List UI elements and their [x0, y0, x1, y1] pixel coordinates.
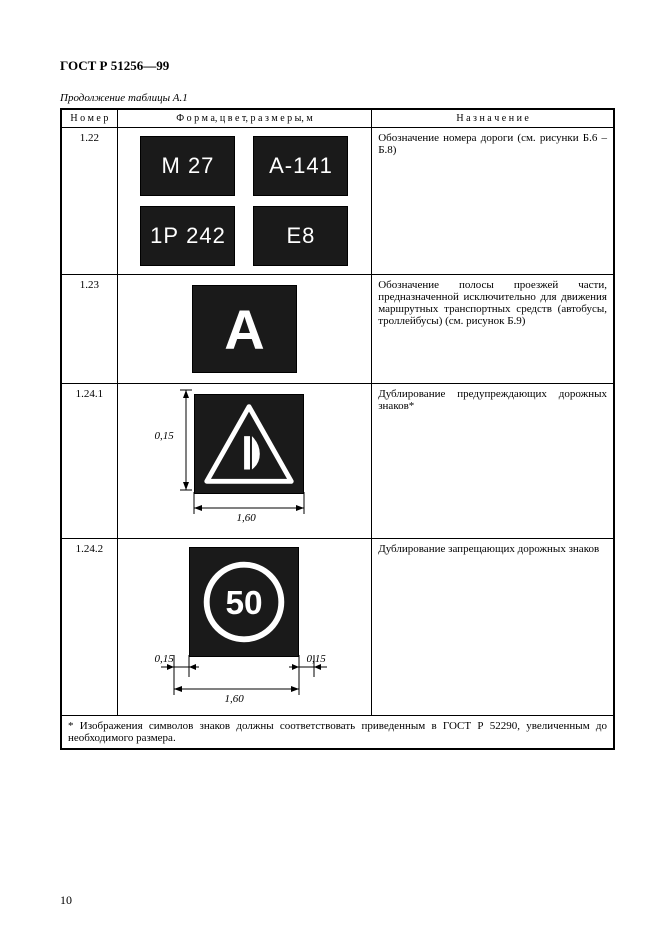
col-header-shape: Ф о р м а, ц в е т, р а з м е р ы, м [117, 110, 371, 128]
doc-header: ГОСТ Р 51256—99 [60, 58, 621, 74]
dimension-vertical [158, 388, 198, 498]
table-frame: Н о м е р Ф о р м а, ц в е т, р а з м е … [60, 108, 615, 750]
table-row: 1.23 А Обозначение полосы проезжей части… [62, 275, 614, 384]
sign-cell: А [117, 275, 371, 384]
road-sign: Е8 [253, 206, 348, 266]
table-caption: Продолжение таблицы А.1 [60, 92, 621, 104]
road-sign: 1Р 242 [140, 206, 235, 266]
dim-label: 0,15 [154, 653, 173, 665]
row-number: 1.24.1 [62, 384, 118, 539]
table-row: 1.24.1 [62, 384, 614, 539]
table-row: 1.24.2 50 [62, 539, 614, 716]
row-description: Обозначение номера дороги (см. рисун­ки … [372, 128, 614, 275]
row-description: Дублирование предупреждающих до­рожных з… [372, 384, 614, 539]
road-sign: М 27 [140, 136, 235, 196]
dim-label: 1,60 [224, 693, 243, 705]
row-number: 1.23 [62, 275, 118, 384]
col-header-desc: Н а з н а ч е н и е [372, 110, 614, 128]
row-number: 1.22 [62, 128, 118, 275]
col-header-number: Н о м е р [62, 110, 118, 128]
bus-lane-sign: А [192, 285, 297, 373]
footnote-row: * Изображения символов знаков должны соо… [62, 716, 614, 749]
page-number: 10 [60, 893, 72, 908]
road-number-signs: М 27 А-141 1Р 242 Е8 [124, 136, 365, 266]
row-description: Дублирование запрещающих дорожных знаков [372, 539, 614, 716]
standards-table: Н о м е р Ф о р м а, ц в е т, р а з м е … [61, 109, 614, 749]
prohibition-sign: 50 [189, 547, 299, 657]
road-sign: А-141 [253, 136, 348, 196]
sign-cell: М 27 А-141 1Р 242 Е8 [117, 128, 371, 275]
footnote: * Изображения символов знаков должны соо… [62, 716, 614, 749]
sign-cell: 0,15 1,60 [117, 384, 371, 539]
page: ГОСТ Р 51256—99 Продолжение таблицы А.1 … [0, 0, 661, 936]
dim-label: 0,15 [154, 430, 173, 442]
sign-cell: 50 [117, 539, 371, 716]
dim-label: 0,15 [306, 653, 325, 665]
triangle-icon [195, 394, 303, 494]
svg-text:50: 50 [226, 585, 263, 622]
warning-sign [194, 394, 304, 494]
speed-circle-icon: 50 [190, 547, 298, 657]
row-number: 1.24.2 [62, 539, 118, 716]
table-row: 1.22 М 27 А-141 1Р 242 Е8 Обозначение но… [62, 128, 614, 275]
dim-label: 1,60 [236, 512, 255, 524]
row-description: Обозначение полосы проезжей части, предн… [372, 275, 614, 384]
